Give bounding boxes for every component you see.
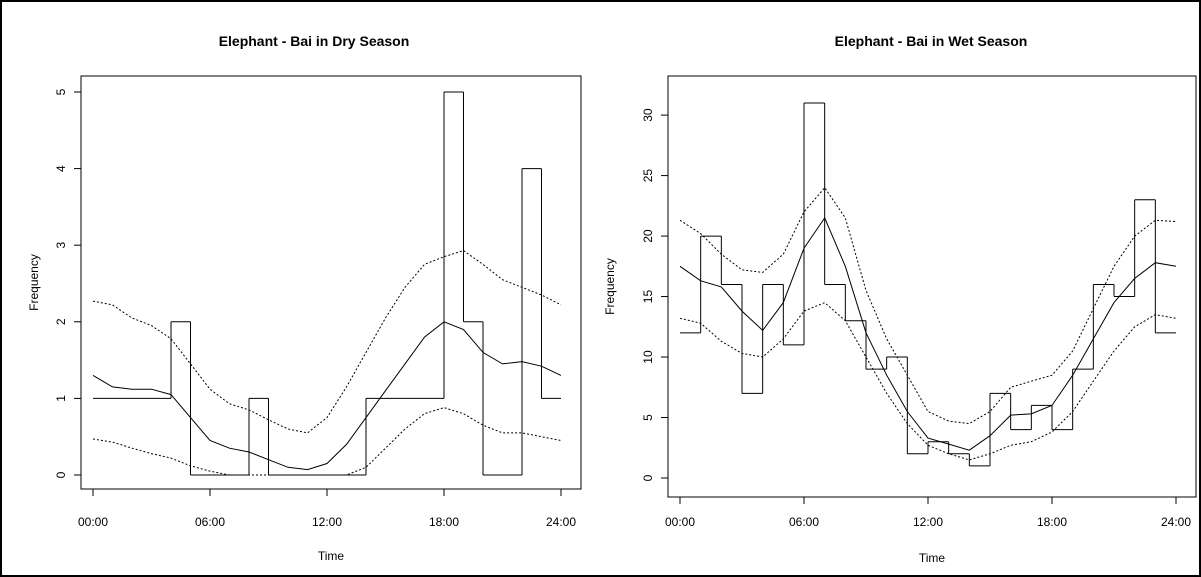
plot-frame [80,75,582,490]
y-axis-label: Frequency [603,258,617,315]
x-axis-label: Time [919,551,946,565]
chart-wet-season: Elephant - Bai in Wet Season Time Frequenc… [603,33,1197,565]
x-tick-label: 00:00 [78,515,108,529]
y-tick-label: 0 [641,474,655,481]
x-axis: 00:00 06:00 12:00 18:00 24:00 [78,489,576,529]
upper-band-curve [92,250,562,434]
x-tick-label: 24:00 [546,515,576,529]
chart-title: Elephant - Bai in Dry Season [219,33,410,49]
x-tick-label: 18:00 [1037,515,1067,529]
y-tick-label: 5 [54,88,68,95]
y-tick-label: 20 [641,229,655,243]
lower-band-curve [679,302,1177,461]
y-tick-label: 10 [641,350,655,364]
y-tick-label: 30 [641,108,655,122]
x-tick-label: 18:00 [429,515,459,529]
upper-band-curve [679,186,1177,425]
y-tick-label: 2 [54,318,68,325]
histogram [93,91,561,476]
x-tick-label: 06:00 [195,515,225,529]
x-tick-label: 06:00 [789,515,819,529]
chart-title: Elephant - Bai in Wet Season [835,33,1028,49]
y-tick-label: 5 [641,414,655,421]
chart-dry-season: Elephant - Bai in Dry Season Time Frequenc… [27,33,582,563]
x-tick-label: 00:00 [665,515,695,529]
histogram [680,102,1176,467]
y-axis: 0 1 2 3 4 5 [54,88,81,478]
y-tick-label: 1 [54,395,68,402]
x-axis: 00:00 06:00 12:00 18:00 24:00 [665,497,1191,529]
lower-band-curve [92,407,562,476]
y-tick-label: 0 [54,471,68,478]
y-axis-label: Frequency [27,254,41,311]
fitted-curve [92,321,562,471]
y-tick-label: 3 [54,242,68,249]
y-axis: 0 5 10 15 20 25 30 [641,108,668,481]
x-tick-label: 24:00 [1161,515,1191,529]
x-axis-label: Time [318,549,345,563]
y-tick-label: 15 [641,290,655,304]
y-tick-label: 4 [54,165,68,172]
y-tick-label: 25 [641,169,655,183]
x-tick-label: 12:00 [312,515,342,529]
plot-frame [667,75,1197,498]
x-tick-label: 12:00 [913,515,943,529]
fitted-curve [679,216,1177,451]
